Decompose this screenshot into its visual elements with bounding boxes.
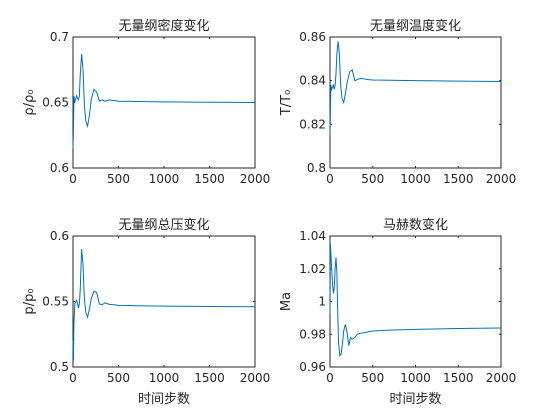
chart-3-xtick-label: 500 <box>107 371 130 385</box>
chart-1-title: 无量纲密度变化 <box>118 18 209 34</box>
chart-1-ytick-label: 0.7 <box>50 30 69 44</box>
chart-2-ytick-label: 0.86 <box>299 30 326 44</box>
chart-4-ytick-label: 0.98 <box>299 327 326 341</box>
chart-4-xtick-label: 1500 <box>443 371 474 385</box>
chart-3-xlabel: 时间步数 <box>138 392 190 407</box>
chart-2-axes-box <box>329 36 502 169</box>
chart-3-ytick-label: 0.6 <box>50 229 69 243</box>
chart-4-ytick-label: 1.02 <box>299 262 326 276</box>
chart-4-xtick-label: 2000 <box>486 371 517 385</box>
chart-3-xtick-label: 0 <box>69 371 77 385</box>
chart-4-ylabel: Ma <box>279 292 294 311</box>
chart-1-xtick-label: 2000 <box>240 172 271 186</box>
chart-2-xtick-label: 1500 <box>443 172 474 186</box>
chart-4-ytick-label: 0.96 <box>299 360 326 374</box>
chart-2-xtick-label: 500 <box>361 172 384 186</box>
chart-2: 0 500 1000 1500 2000 0.8 0.82 0.84 0.86 无量纲温度变化 T/… <box>279 18 516 186</box>
chart-3-ylabel: p/p₀ <box>22 288 37 314</box>
chart-3-ytick-label: 0.55 <box>42 295 69 309</box>
chart-4-axes-box <box>329 235 502 368</box>
chart-2-ytick-label: 0.84 <box>299 74 326 88</box>
chart-1-xtick-label: 1000 <box>149 172 180 186</box>
chart-4-series-line <box>329 244 502 357</box>
chart-4-xlabel: 时间步数 <box>389 392 441 407</box>
chart-2-title: 无量纲温度变化 <box>370 18 461 34</box>
chart-4: 0 500 1000 1500 2000 0.96 0.98 1 1.02 1.04 马赫数变化时间… <box>279 217 516 407</box>
chart-3-xtick-label: 2000 <box>240 371 271 385</box>
chart-3-xtick-label: 1500 <box>194 371 225 385</box>
chart-2-ylabel: T/T₀ <box>279 90 294 116</box>
chart-2-xtick-label: 0 <box>326 172 334 186</box>
chart-4-xtick-label: 500 <box>361 371 384 385</box>
chart-3-xtick-label: 1000 <box>149 371 180 385</box>
chart-2-ytick-label: 0.8 <box>307 161 326 175</box>
chart-4-ytick-label: 1.04 <box>299 229 326 243</box>
chart-4-title: 马赫数变化 <box>383 217 448 233</box>
chart-2-ytick-label: 0.82 <box>299 117 326 131</box>
chart-3-ytick-label: 0.5 <box>50 360 69 374</box>
chart-1-ytick-label: 0.65 <box>42 96 69 110</box>
chart-1-ytick-label: 0.6 <box>50 161 69 175</box>
chart-3-series-line <box>72 249 256 361</box>
chart-1-ylabel: ρ/ρ₀ <box>22 89 37 115</box>
chart-2-xtick-label: 1000 <box>400 172 431 186</box>
chart-3-axes-box <box>72 235 256 368</box>
chart-2-xtick-label: 2000 <box>486 172 517 186</box>
chart-1-xtick-label: 1500 <box>194 172 225 186</box>
chart-2-series-line <box>329 41 502 136</box>
chart-1-xtick-label: 0 <box>69 172 77 186</box>
chart-1-xtick-label: 500 <box>107 172 130 186</box>
chart-1: 0 500 1000 1500 2000 0.6 0.65 0.7 无量纲密度变化 ρ/ρ₀ <box>22 18 270 186</box>
chart-1-series-line <box>72 53 256 149</box>
chart-4-ytick-label: 1 <box>318 295 326 309</box>
chart-3-title: 无量纲总压变化 <box>118 217 209 233</box>
chart-4-xtick-label: 0 <box>326 371 334 385</box>
chart-4-xtick-label: 1000 <box>400 371 431 385</box>
